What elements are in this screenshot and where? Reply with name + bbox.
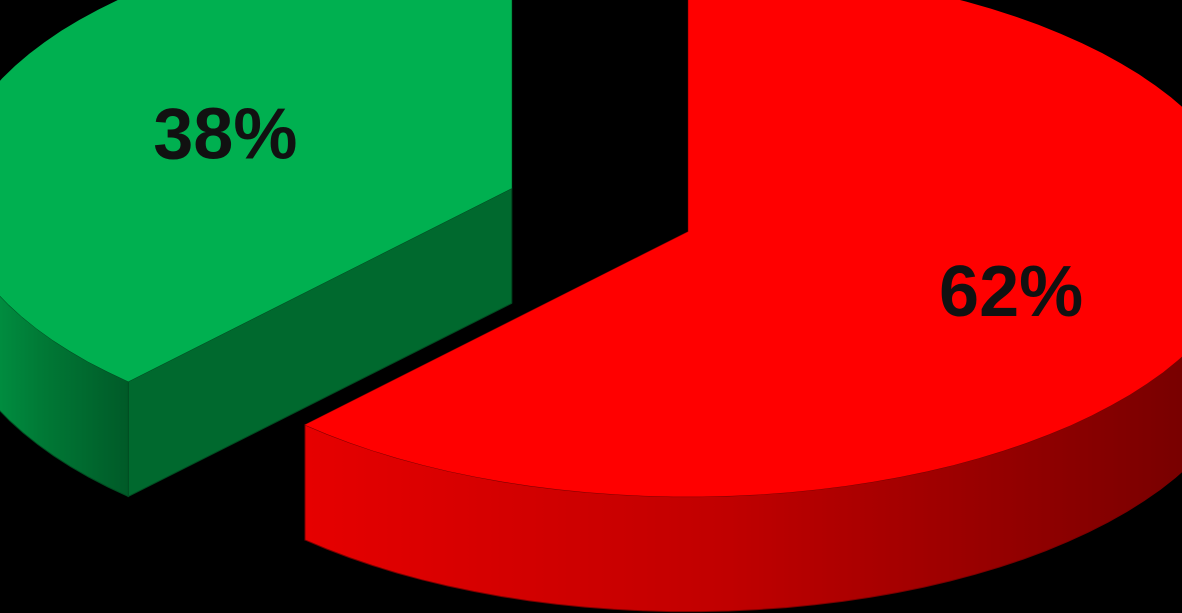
data-label-2: 38%: [153, 95, 297, 175]
data-label-1: 62%: [939, 252, 1083, 332]
label-layer: 62% 38%: [153, 95, 1083, 333]
pie-slice-1: [304, 0, 1182, 613]
pie-slice-2: [0, 0, 513, 498]
pie-slice-2-top: [0, 0, 512, 382]
pie-slice-1-top: [305, 0, 1182, 497]
